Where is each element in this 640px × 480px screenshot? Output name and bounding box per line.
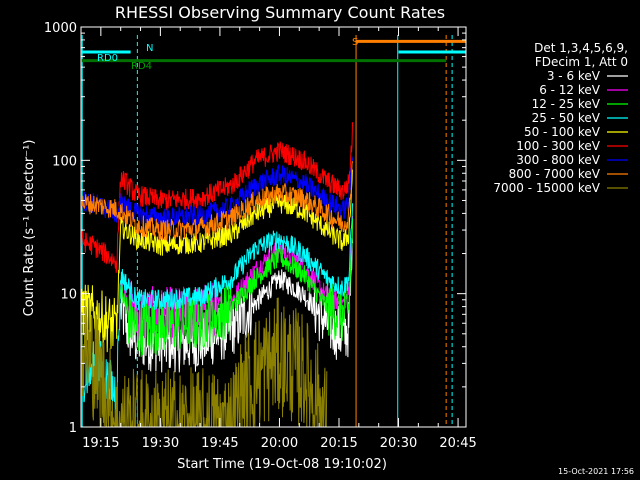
series-line-25to50keV (81, 203, 353, 419)
y-tick-label-100: 100 (52, 154, 77, 169)
legend-label-8: 7000 - 15000 keV (493, 181, 600, 195)
series-line-6to12keV (120, 215, 354, 345)
x-tick-label-1930: 19:30 (142, 436, 179, 451)
legend-label-1: 6 - 12 keV (539, 83, 601, 97)
chart-title: RHESSI Observing Summary Count Rates (115, 3, 445, 22)
annotation-s: S (352, 37, 358, 48)
data-layer (81, 35, 466, 427)
plot-frame (80, 26, 467, 428)
legend-label-5: 100 - 300 keV (516, 139, 600, 153)
legend-label-2: 12 - 25 keV (532, 97, 601, 111)
legend-label-6: 300 - 800 keV (516, 153, 600, 167)
legend-header-fdecim: FDecim 1, Att 0 (535, 55, 628, 69)
y-tick-label-1000: 1000 (44, 21, 77, 36)
x-tick-label-1945: 19:45 (201, 436, 238, 451)
x-tick-label-2045: 20:45 (439, 436, 476, 451)
y-tick-label-10: 10 (60, 288, 77, 303)
series-line-800to7000keV (81, 161, 353, 241)
x-tick-label-2015: 20:15 (320, 436, 357, 451)
series-line-7000to15000keV (81, 297, 328, 427)
annotation-rd4: RD4 (131, 61, 152, 72)
x-tick-label-2000: 20:00 (261, 436, 298, 451)
y-axis-label: Count Rate (s⁻¹ detector⁻¹) (22, 140, 37, 317)
series-line-100to300keV (81, 122, 353, 273)
annotation-rd0: RD0 (97, 53, 118, 64)
y-tick-label-1: 1 (69, 421, 77, 436)
series-line-50to100keV (81, 169, 353, 353)
x-tick-label-2030: 20:30 (380, 436, 417, 451)
legend-header-det: Det 1,3,4,5,6,9, (534, 41, 628, 55)
generated-timestamp: 15-Oct-2021 17:56 (558, 467, 634, 476)
legend-label-4: 50 - 100 keV (524, 125, 601, 139)
legend-label-3: 25 - 50 keV (532, 111, 601, 125)
x-axis-label: Start Time (19-Oct-08 19:10:02) (177, 457, 387, 472)
legend-label-7: 800 - 7000 keV (509, 167, 601, 181)
annotation-n: N (146, 43, 153, 54)
x-tick-label-1915: 19:15 (82, 436, 119, 451)
legend-label-0: 3 - 6 keV (547, 69, 601, 83)
